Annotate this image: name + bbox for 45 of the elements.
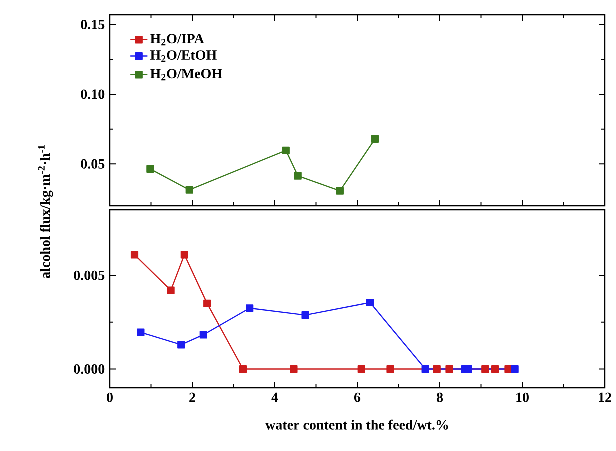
point bbox=[433, 365, 441, 374]
legend-label: H$_{2}$O/EtOH bbox=[150, 50, 217, 62]
y-tick-label: 0.005 bbox=[74, 270, 105, 280]
x-tick-label: 12 bbox=[599, 392, 612, 402]
point bbox=[371, 135, 380, 144]
point bbox=[294, 172, 302, 180]
point bbox=[491, 365, 500, 374]
point bbox=[137, 328, 145, 336]
point bbox=[282, 146, 290, 154]
point bbox=[200, 331, 208, 339]
point bbox=[302, 312, 310, 320]
x-tick-label: 10 bbox=[516, 392, 529, 402]
point bbox=[178, 341, 186, 349]
legend-label: H$_{2}$O/IPA bbox=[150, 34, 204, 46]
point bbox=[146, 165, 154, 173]
x-tick-label: 2 bbox=[190, 392, 196, 402]
point bbox=[422, 365, 430, 374]
y-tick-label: 0.000 bbox=[74, 364, 105, 374]
y-tick-label: 0.15 bbox=[81, 20, 105, 30]
point bbox=[464, 365, 472, 374]
y-tick-label: 0.05 bbox=[81, 159, 105, 169]
point bbox=[239, 365, 248, 374]
y-axis-title: alcohol flux/kg·m$^{-2}$·h$^{-1}$ bbox=[38, 146, 54, 278]
y-tick-label: 0.10 bbox=[81, 90, 105, 100]
point bbox=[246, 304, 254, 312]
point bbox=[290, 365, 298, 374]
point bbox=[358, 365, 366, 374]
x-tick-label: 0 bbox=[107, 392, 113, 402]
point bbox=[446, 365, 454, 374]
point bbox=[386, 365, 394, 374]
point bbox=[180, 251, 188, 259]
x-tick-label: 4 bbox=[272, 392, 278, 402]
x-tick-label: 6 bbox=[354, 392, 361, 402]
point bbox=[336, 187, 344, 195]
point bbox=[186, 186, 194, 194]
point bbox=[482, 365, 490, 374]
x-tick-label: 8 bbox=[436, 392, 444, 402]
point bbox=[504, 365, 512, 374]
point bbox=[511, 365, 519, 374]
x-axis-title: water content in the feed/wt.% bbox=[266, 420, 448, 430]
point bbox=[167, 286, 175, 294]
legend-label: H$_{2}$O/MeOH bbox=[150, 69, 222, 81]
point bbox=[366, 298, 374, 307]
point bbox=[204, 300, 212, 308]
point bbox=[130, 251, 139, 259]
